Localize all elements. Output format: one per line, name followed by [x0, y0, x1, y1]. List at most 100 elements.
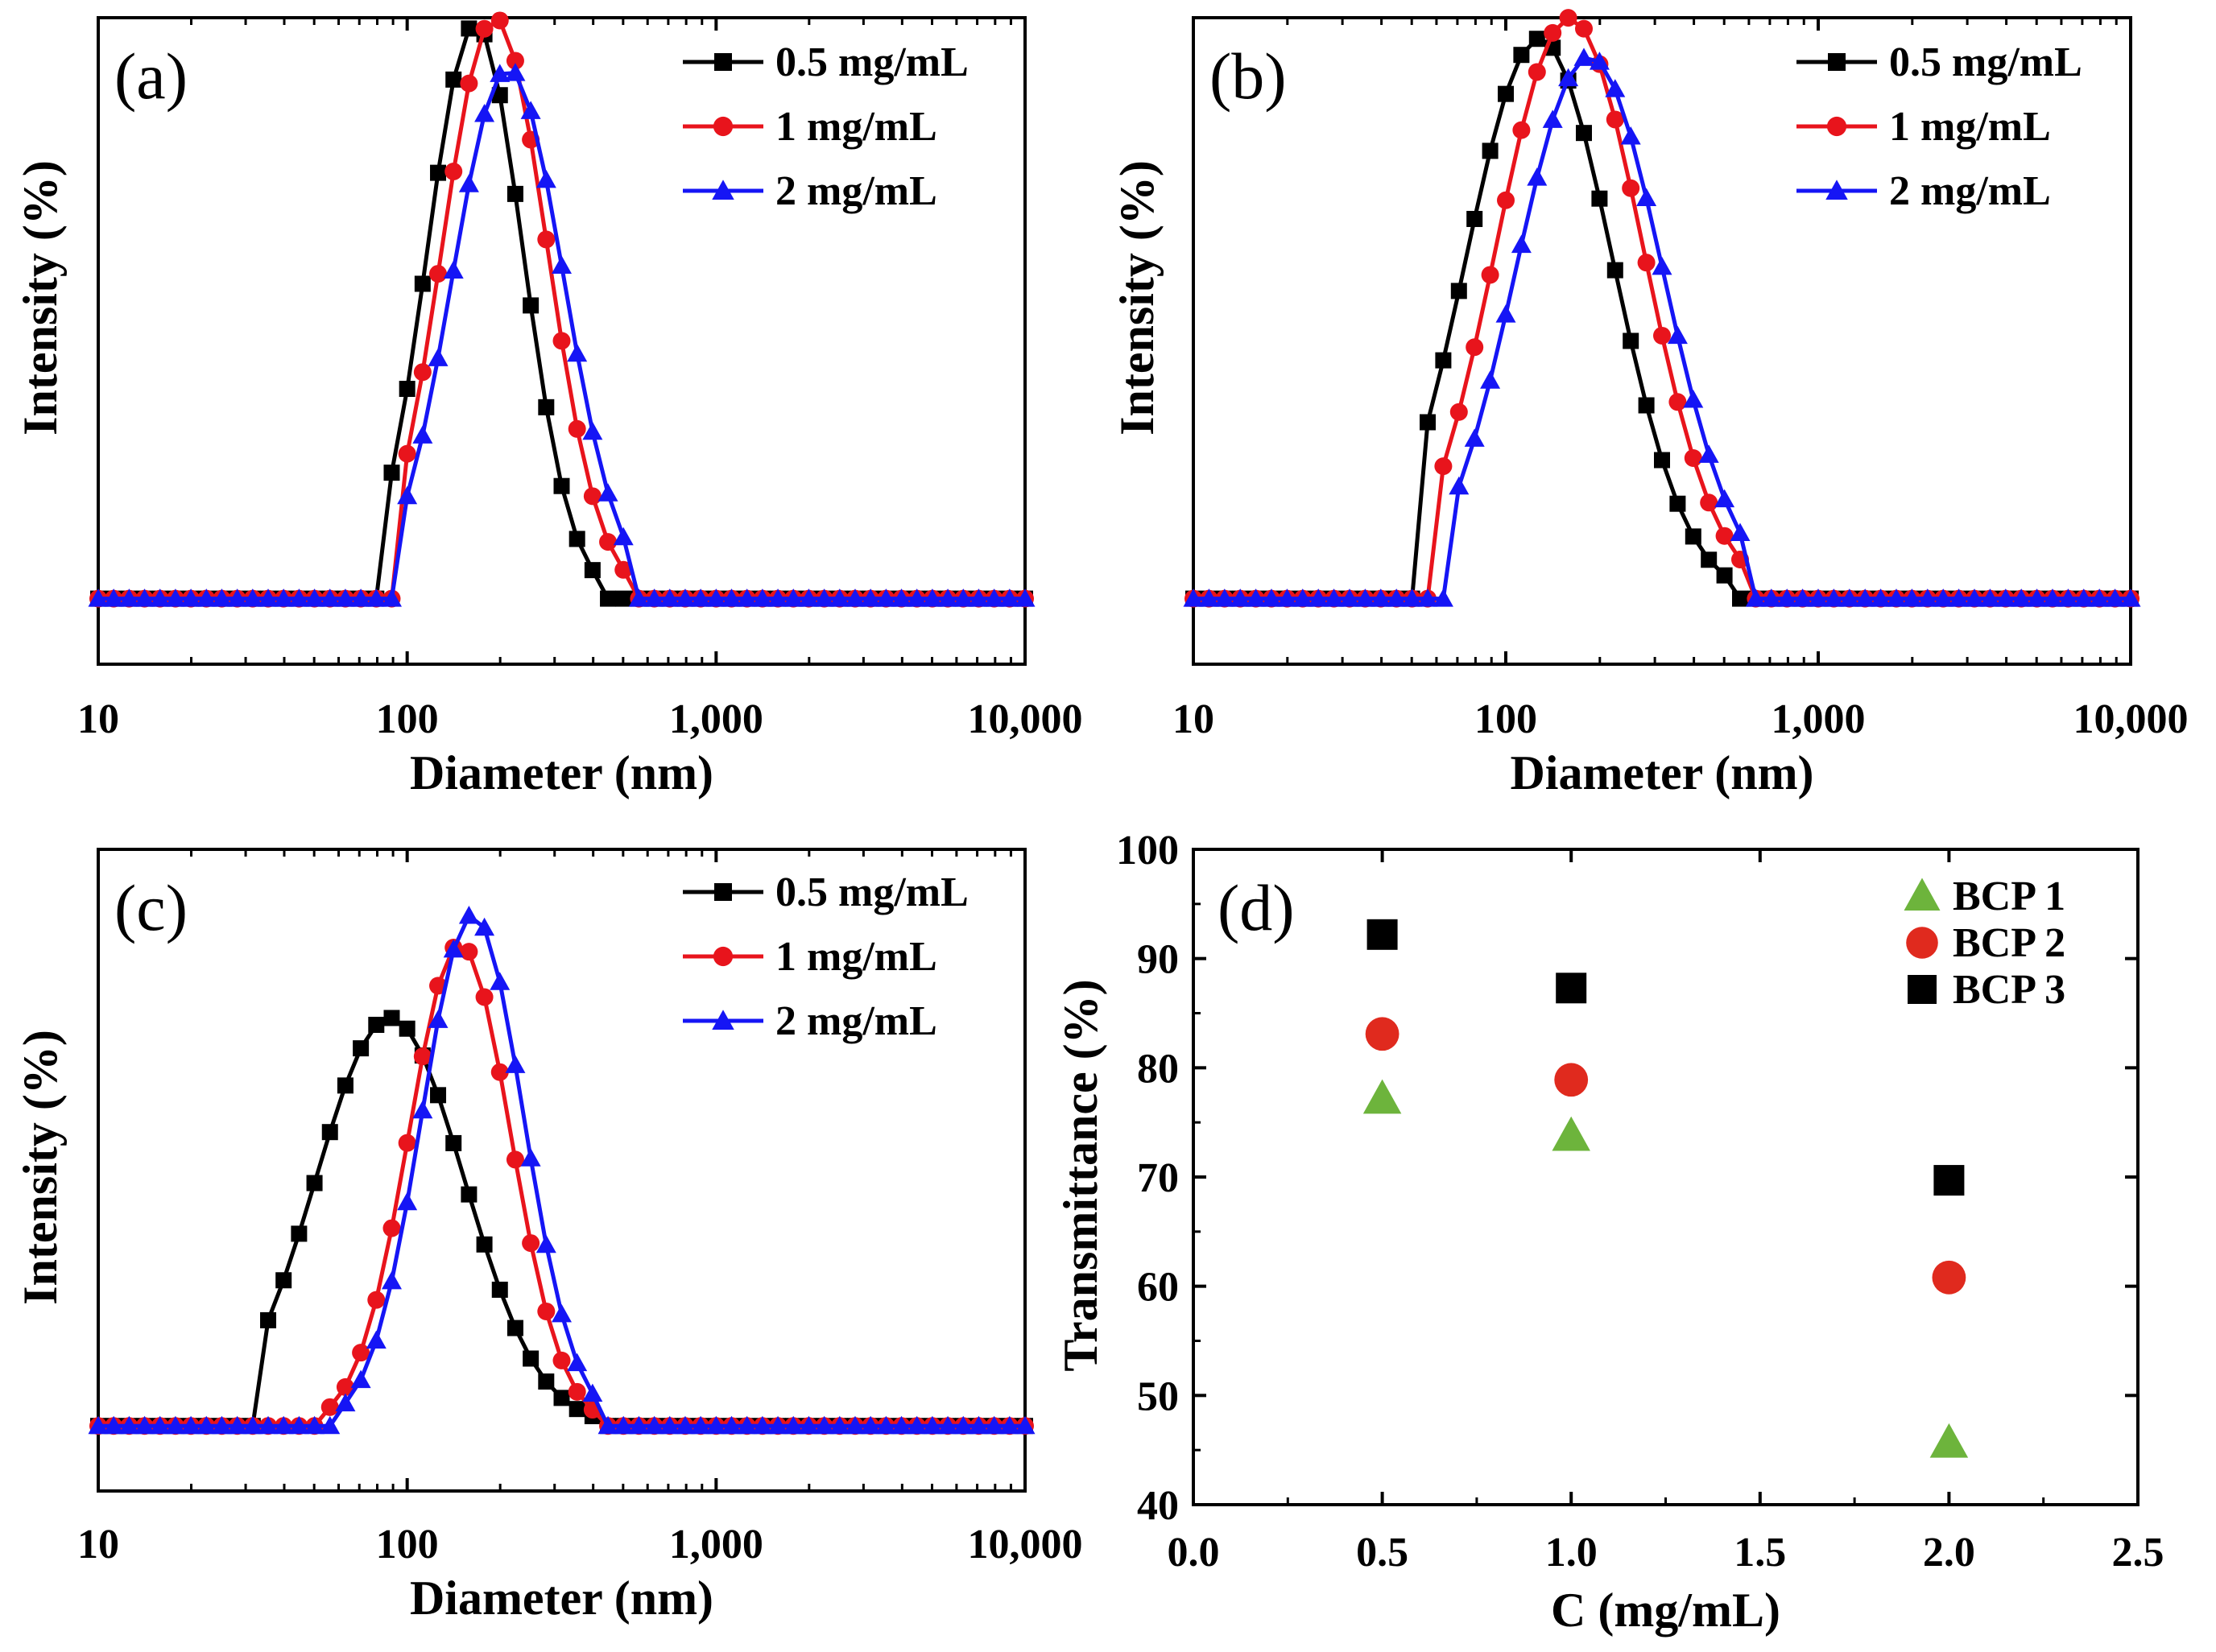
legend-label: 2 mg/mL — [775, 998, 937, 1044]
data-point — [383, 465, 400, 481]
data-point — [582, 1383, 603, 1402]
data-point — [814, 1415, 835, 1435]
data-point — [1606, 110, 1624, 129]
data-point — [615, 590, 632, 607]
data-point — [1495, 304, 1516, 323]
data-point — [506, 1150, 524, 1169]
data-point — [891, 1415, 912, 1435]
x-tick-label: 100 — [1474, 696, 1537, 742]
data-point — [1732, 590, 1748, 607]
data-point — [597, 483, 618, 502]
data-point — [705, 589, 726, 607]
data-point — [984, 1415, 1005, 1435]
data-point — [1481, 266, 1499, 284]
data-point — [320, 589, 341, 607]
data-point — [907, 589, 928, 607]
data-point — [829, 1415, 850, 1435]
legend-label: BCP 3 — [1953, 967, 2065, 1013]
data-point — [552, 255, 572, 275]
data-point — [491, 1282, 508, 1299]
data-point — [953, 1415, 974, 1435]
legend-label: 1 mg/mL — [775, 934, 937, 980]
x-tick-label: 0.0 — [1168, 1530, 1220, 1576]
series-line — [98, 912, 1025, 1428]
data-point — [1464, 428, 1485, 447]
legend-marker — [1828, 53, 1846, 71]
data-point — [752, 1415, 773, 1435]
data-point — [1669, 495, 1686, 512]
series-2 — [1183, 47, 2141, 607]
data-point — [767, 589, 788, 607]
legend-marker — [1825, 180, 1848, 200]
data-point — [2120, 589, 2141, 607]
data-point — [1402, 589, 1423, 607]
data-point — [1449, 476, 1470, 495]
panel-label: (b) — [1209, 39, 1287, 113]
data-point — [382, 1219, 401, 1237]
data-point — [1324, 589, 1345, 607]
data-point — [445, 71, 462, 88]
data-point — [1949, 589, 1970, 607]
data-point — [443, 260, 464, 279]
y-axis-title: Intensity (%) — [14, 1030, 67, 1305]
data-point — [567, 343, 588, 362]
data-point — [659, 589, 680, 607]
x-axis-title: C (mg/mL) — [1551, 1584, 1780, 1637]
data-point — [428, 1010, 449, 1028]
data-point — [1466, 338, 1484, 357]
data-point — [1466, 210, 1483, 227]
data-point — [1995, 589, 2016, 607]
data-point — [1871, 589, 1891, 607]
data-point — [553, 1390, 570, 1406]
x-tick-label: 1,000 — [1772, 696, 1866, 742]
data-point — [443, 939, 464, 958]
data-point — [103, 1415, 124, 1435]
data-point — [583, 487, 602, 506]
data-point — [165, 1415, 186, 1435]
data-point — [1214, 589, 1235, 607]
data-point — [1685, 528, 1701, 545]
data-point — [690, 1415, 711, 1435]
data-point — [335, 1393, 356, 1412]
data-point — [1668, 393, 1687, 411]
legend-label: BCP 2 — [1953, 920, 2065, 966]
data-point — [1497, 191, 1515, 209]
data-point — [907, 1415, 928, 1435]
data-point — [2073, 589, 2094, 607]
data-point — [412, 425, 433, 444]
data-point — [2042, 589, 2063, 607]
legend-label: BCP 1 — [1953, 873, 2065, 919]
data-point — [429, 977, 448, 995]
data-point — [1638, 397, 1655, 414]
data-point — [538, 399, 555, 415]
data-point — [412, 1100, 433, 1119]
data-point — [1730, 522, 1751, 541]
data-point — [1480, 370, 1501, 389]
data-point — [1450, 283, 1467, 299]
data-point — [2027, 589, 2048, 607]
data-point — [1839, 589, 1860, 607]
data-point — [937, 1415, 958, 1435]
data-point — [984, 589, 1005, 607]
data-point — [1528, 31, 1545, 47]
data-point — [1559, 9, 1577, 27]
x-tick-label: 1,000 — [669, 1522, 763, 1567]
data-point — [1015, 1415, 1036, 1435]
panel-b: 10 100 1,000 10,000 Diameter (nm) Intensity (… — [1110, 9, 2189, 799]
data-point — [1542, 109, 1563, 128]
data-point — [537, 230, 556, 249]
data-point — [258, 1415, 279, 1435]
data-point — [134, 589, 155, 607]
data-point — [491, 87, 508, 104]
data-point — [953, 589, 974, 607]
data-point — [242, 589, 263, 607]
data-point — [1556, 973, 1587, 1004]
data-point — [88, 1415, 109, 1435]
data-point — [118, 589, 139, 607]
data-point — [721, 1415, 742, 1435]
data-point — [1513, 47, 1530, 64]
data-point — [381, 589, 402, 607]
data-point — [336, 1377, 354, 1396]
data-point — [798, 1415, 819, 1435]
data-point — [675, 589, 696, 607]
